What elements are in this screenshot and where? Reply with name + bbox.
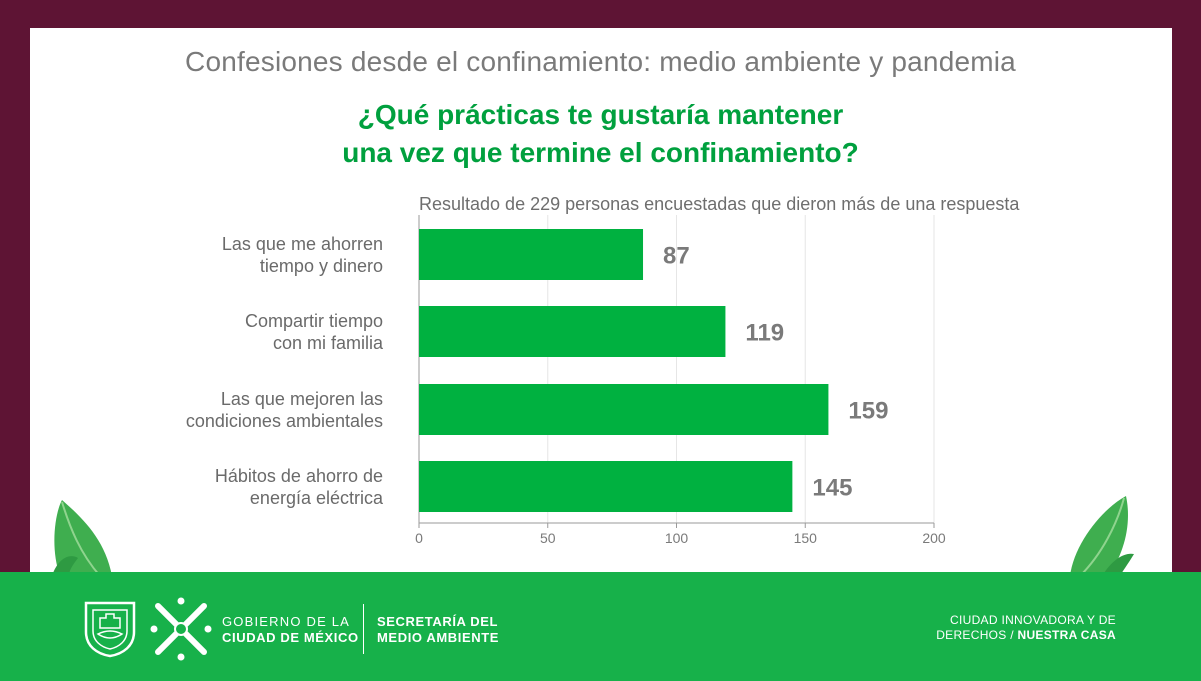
- category-label-0: Las que me ahorren tiempo y dinero: [123, 233, 383, 277]
- x-tick-label-0: 0: [415, 530, 423, 546]
- right-leaf-icon: [1070, 496, 1134, 577]
- category-label-line: energía eléctrica: [249, 487, 383, 508]
- data-label-2: 159: [848, 398, 888, 425]
- gob-line-2: CIUDAD DE MÉXICO: [222, 630, 359, 645]
- gob-line-1: GOBIERNO DE LA: [222, 614, 351, 629]
- category-label-line: con mi familia: [272, 332, 383, 353]
- x-tick-label-150: 150: [794, 530, 818, 546]
- footer-divider: [363, 604, 364, 654]
- category-label-1: Compartir tiempo con mi familia: [123, 310, 383, 354]
- question-line-1: ¿Qué prácticas te gustaría mantener: [357, 99, 844, 130]
- left-leaf-icon: [52, 500, 112, 577]
- chart-question-title: ¿Qué prácticas te gustaría mantener una …: [0, 96, 1201, 172]
- category-label-line: Hábitos de ahorro de: [214, 465, 383, 486]
- data-label-3: 145: [812, 475, 852, 502]
- bar-3: [419, 461, 793, 512]
- category-label-3: Hábitos de ahorro de energía eléctrica: [123, 465, 383, 509]
- sec-line-1: SECRETARÍA DEL: [377, 614, 499, 629]
- category-label-line: condiciones ambientales: [185, 410, 383, 431]
- bar-0: [419, 229, 644, 280]
- data-label-1: 119: [745, 320, 784, 347]
- right-line-2a: DERECHOS /: [936, 628, 1018, 642]
- category-label-line: Compartir tiempo: [244, 310, 383, 331]
- category-label-line: tiempo y dinero: [259, 255, 383, 276]
- chart-subtitle: Resultado de 229 personas encuestadas qu…: [419, 194, 1020, 214]
- category-label-line: Las que mejoren las: [220, 388, 383, 409]
- data-label-0: 87: [663, 243, 690, 270]
- bar-1: [419, 306, 726, 357]
- right-line-1: CIUDAD INNOVADORA Y DE: [950, 613, 1116, 627]
- x-tick-label-100: 100: [665, 530, 689, 546]
- ciudad-innovadora-text: CIUDAD INNOVADORA Y DE DERECHOS / NUESTR…: [936, 613, 1116, 643]
- gobierno-cdmx-text: GOBIERNO DE LA CIUDAD DE MÉXICO: [222, 614, 359, 646]
- x-tick-label-50: 50: [540, 530, 556, 546]
- secretaria-text: SECRETARÍA DEL MEDIO AMBIENTE: [377, 614, 499, 646]
- right-line-2: DERECHOS / NUESTRA CASA: [936, 628, 1116, 643]
- footer-bar: [0, 572, 1201, 681]
- cdmx-shield-icon: [84, 601, 136, 658]
- sec-line-2: MEDIO AMBIENTE: [377, 630, 500, 645]
- question-line-2: una vez que termine el confinamiento?: [342, 137, 859, 168]
- page-supertitle: Confesiones desde el confinamiento: medi…: [185, 46, 1016, 77]
- right-line-2b: NUESTRA CASA: [1017, 628, 1116, 642]
- bar-2: [419, 384, 829, 435]
- x-tick-label-200: 200: [922, 530, 946, 546]
- cdmx-logo-icon: [150, 597, 212, 661]
- category-label-line: Las que me ahorren: [221, 233, 383, 254]
- category-label-2: Las que mejoren las condiciones ambiental…: [123, 388, 383, 432]
